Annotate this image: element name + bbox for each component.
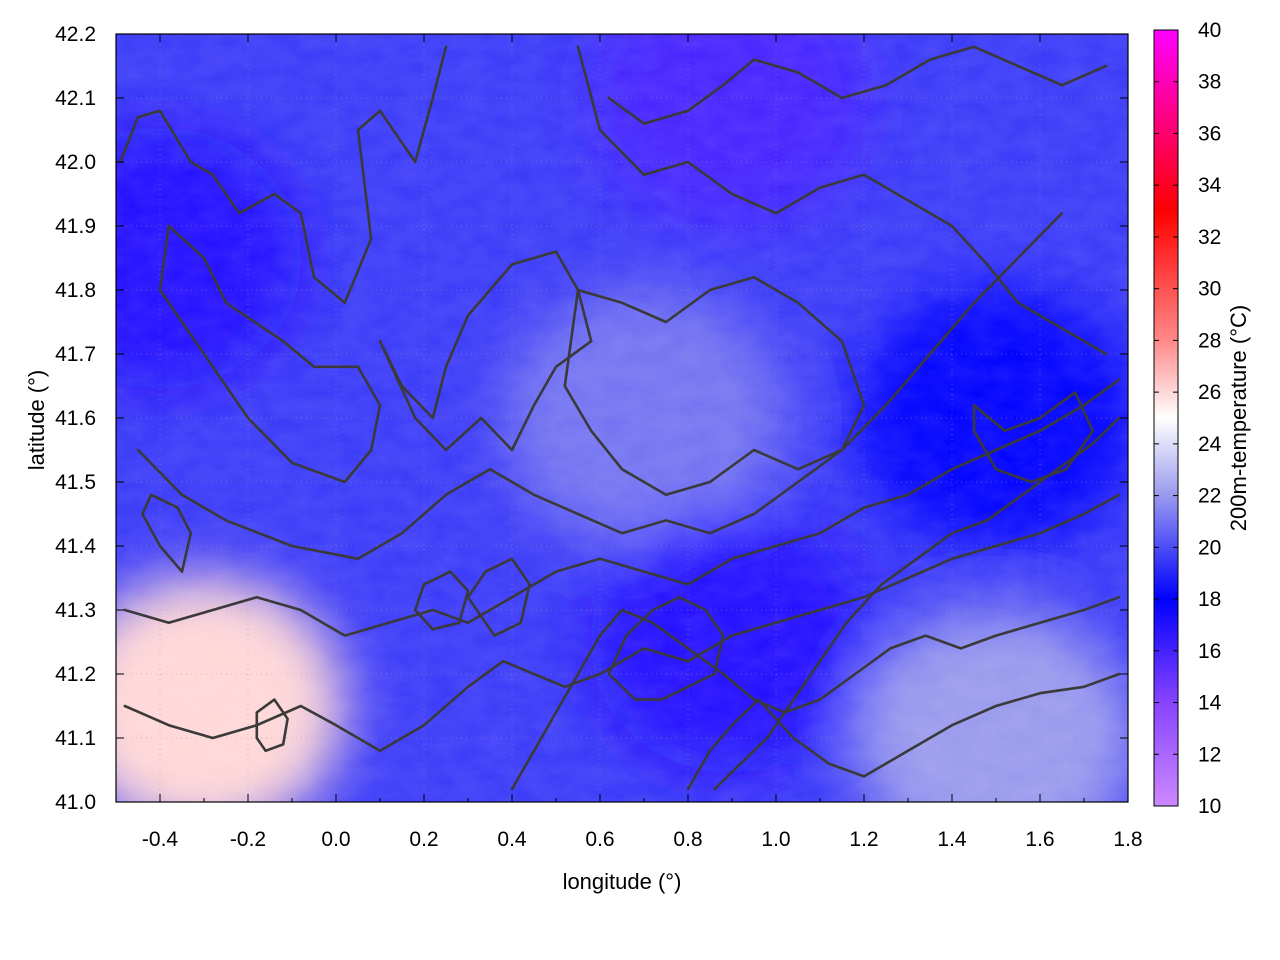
y-tick-labels: 41.0 41.1 41.2 41.3 41.4 41.5 41.6 41.7 41.8 41.9… <box>55 23 96 814</box>
y-tick-label: 41.6 <box>55 407 96 430</box>
colorbar-tick-label: 32 <box>1198 226 1221 249</box>
y-tick-label: 41.5 <box>55 471 96 494</box>
x-tick-labels: -0.4 -0.2 0.0 0.2 0.4 0.6 0.8 1.0 1.2 1.4 1.6 1.8 <box>142 828 1143 851</box>
contour-line <box>466 557 531 637</box>
colorbar-tick-label: 10 <box>1198 795 1221 818</box>
contour-line <box>123 378 1121 637</box>
x-tick-label: 0.2 <box>409 828 438 851</box>
y-tick-label: 41.9 <box>55 215 96 238</box>
colorbar-tick-label: 28 <box>1198 329 1221 352</box>
x-axis-label: longitude (°) <box>563 869 682 894</box>
x-tick-label: 1.8 <box>1113 828 1142 851</box>
contour-line <box>378 250 593 452</box>
y-tick-label: 42.1 <box>55 87 96 110</box>
y-tick-label: 41.7 <box>55 343 96 366</box>
y-axis-label: latitude (°) <box>24 370 49 471</box>
x-tick-label: 1.2 <box>849 828 878 851</box>
y-tick-label: 41.8 <box>55 279 96 302</box>
contour-line <box>972 391 1095 484</box>
x-tick-label: 1.0 <box>761 828 790 851</box>
colorbar-tick-label: 34 <box>1198 174 1222 197</box>
y-tick-label: 42.0 <box>55 151 96 174</box>
contour-line <box>255 698 289 753</box>
colorbar-tick-label: 12 <box>1198 743 1221 766</box>
x-tick-label: 0.0 <box>321 828 350 851</box>
contour-line <box>607 595 725 701</box>
colorbar-tick-label: 20 <box>1198 536 1221 559</box>
y-tick-label: 41.0 <box>55 791 96 814</box>
y-tick-label: 41.3 <box>55 599 96 622</box>
contour-line <box>141 493 193 573</box>
x-tick-label: 0.4 <box>497 828 527 851</box>
colorbar-ticks <box>1154 29 1178 807</box>
contour-line <box>413 570 470 631</box>
y-tick-label: 41.4 <box>55 535 96 558</box>
colorbar-tick-label: 24 <box>1198 433 1222 456</box>
colorbar-tick-label: 14 <box>1198 692 1222 715</box>
contour-line <box>123 493 1121 753</box>
contour-line <box>510 595 1121 791</box>
colorbar-tick-label: 38 <box>1198 71 1221 94</box>
x-tick-label: 1.4 <box>937 828 967 851</box>
axis-ticks <box>115 33 1129 803</box>
colorbar-tick-label: 18 <box>1198 588 1221 611</box>
x-tick-label: 1.6 <box>1025 828 1054 851</box>
colorbar-tick-label: 40 <box>1198 19 1221 42</box>
contour-line <box>576 45 1108 356</box>
y-tick-label: 42.2 <box>55 23 96 46</box>
x-tick-label: -0.2 <box>230 828 266 851</box>
y-tick-label: 41.2 <box>55 663 96 686</box>
contour-line <box>686 672 1121 791</box>
contour-line <box>119 45 448 305</box>
colorbar-tick-label: 22 <box>1198 485 1221 508</box>
colorbar-tick-label: 30 <box>1198 278 1221 301</box>
y-tick-label: 41.1 <box>55 727 96 750</box>
contour-lines <box>119 45 1121 791</box>
x-tick-label: 0.8 <box>673 828 702 851</box>
grid-lines <box>116 34 1128 802</box>
contour-line <box>607 45 1108 125</box>
colorbar-tick-label: 36 <box>1198 122 1221 145</box>
colorbar <box>1153 29 1179 807</box>
x-tick-label: -0.4 <box>142 828 179 851</box>
contour-line <box>136 211 1064 561</box>
contour-line <box>158 224 382 484</box>
colorbar-tick-labels: 10 12 14 16 18 20 22 24 26 28 30 32 34 36 38 40 <box>1198 19 1222 818</box>
colorbar-label: 200m-temperature (°C) <box>1226 305 1251 531</box>
colorbar-tick-label: 26 <box>1198 381 1221 404</box>
colorbar-tick-label: 16 <box>1198 640 1221 663</box>
x-tick-label: 0.6 <box>585 828 614 851</box>
